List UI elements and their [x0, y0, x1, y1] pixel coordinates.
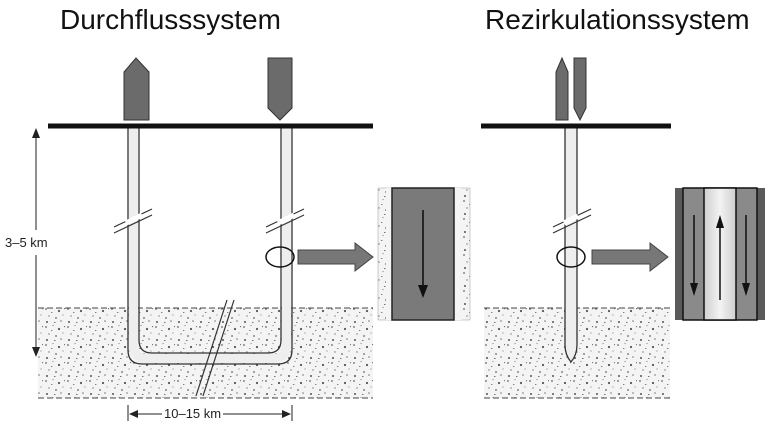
detail-marker-ellipse-right [556, 246, 586, 268]
depth-dimension [32, 128, 40, 357]
detail-arrow-left [297, 241, 374, 273]
u-pipe-fill [129, 128, 291, 363]
wellhead-outlet [573, 57, 587, 122]
u-pipe-outer [127, 128, 293, 365]
detail-box-flow-through [377, 187, 471, 321]
break-mark-coaxial-well [552, 208, 592, 234]
title-flow-through-system: Durchflusssystem [60, 4, 281, 35]
recirculation-diagram [481, 56, 765, 399]
down-flow-arrow [418, 285, 428, 298]
break-mark-right-well [265, 208, 305, 234]
detail-arrow-right [591, 241, 669, 273]
detail-marker-ellipse-left [265, 246, 295, 268]
down-flow-arrow-outer-right [742, 283, 750, 296]
production-wellhead [267, 57, 293, 121]
down-flow-arrow-outer-left [690, 283, 698, 296]
break-mark-horizontal [195, 299, 235, 397]
break-mark-left-well [113, 208, 153, 234]
detail-box-recirculation [675, 187, 765, 321]
up-flow-arrow-inner [716, 215, 724, 228]
width-label: 10–15 km [162, 406, 224, 421]
coaxial-well [564, 128, 578, 363]
title-recirculation-system: Rezirkulationssystem [485, 4, 750, 35]
flow-through-diagram [32, 57, 471, 421]
wellhead-inlet [555, 56, 569, 121]
injection-wellhead [123, 57, 150, 121]
depth-label: 3–5 km [5, 235, 48, 250]
